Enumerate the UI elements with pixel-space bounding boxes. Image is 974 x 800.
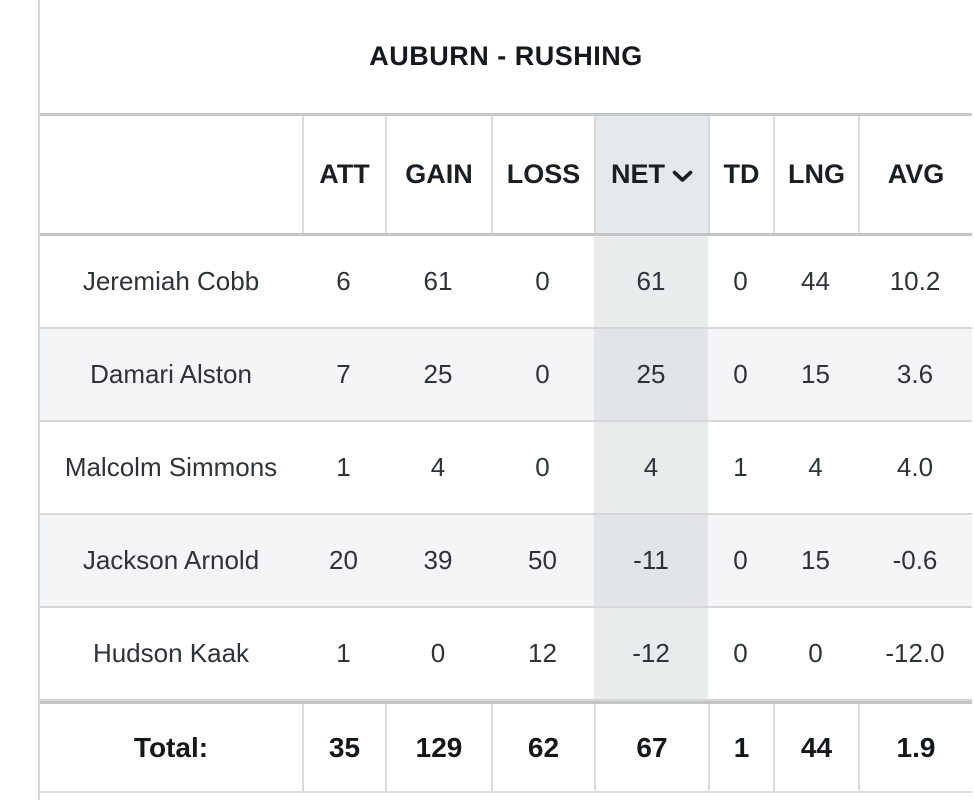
avg-value: 10.2 bbox=[889, 266, 941, 296]
total-lng: 44 bbox=[773, 704, 858, 791]
total-avg: 1.9 bbox=[858, 704, 972, 791]
net-value: 61 bbox=[594, 236, 708, 327]
gain-value: 4 bbox=[430, 452, 446, 482]
net-value: 4 bbox=[594, 422, 708, 513]
td-value: 0 bbox=[733, 638, 748, 668]
net-column-label: NET bbox=[611, 159, 665, 189]
total-loss: 62 bbox=[491, 704, 594, 791]
title-bar: AUBURN - RUSHING bbox=[40, 0, 972, 113]
player-name: Jeremiah Cobb bbox=[82, 266, 260, 296]
total-label: Total: bbox=[133, 731, 209, 763]
table-row: Jackson Arnold 20 39 50 -11 0 15 -0.6 bbox=[40, 515, 972, 608]
player-name: Damari Alston bbox=[90, 359, 252, 389]
column-header-loss[interactable]: LOSS bbox=[491, 116, 594, 233]
gain-value: 25 bbox=[423, 359, 453, 389]
column-header-att[interactable]: ATT bbox=[302, 116, 385, 233]
net-value: -12 bbox=[594, 608, 708, 699]
avg-value: -12.0 bbox=[885, 638, 945, 668]
att-value: 1 bbox=[336, 452, 351, 482]
net-value: -11 bbox=[594, 515, 708, 606]
column-header-td[interactable]: TD bbox=[708, 116, 773, 233]
table-header-row: ATT GAIN LOSS NET TD LNG AVG bbox=[40, 113, 972, 236]
rushing-stats-panel: AUBURN - RUSHING ATT GAIN LOSS NET TD LN… bbox=[38, 0, 972, 800]
net-value: 25 bbox=[594, 329, 708, 420]
table-row: Malcolm Simmons 1 4 0 4 1 4 4.0 bbox=[40, 422, 972, 515]
lng-value: 44 bbox=[801, 266, 830, 296]
td-value: 0 bbox=[733, 359, 748, 389]
gain-value: 61 bbox=[423, 266, 453, 296]
column-header-avg[interactable]: AVG bbox=[858, 116, 972, 233]
player-name: Hudson Kaak bbox=[92, 638, 250, 668]
lng-value: 4 bbox=[808, 452, 823, 482]
td-value: 0 bbox=[733, 545, 748, 575]
loss-value: 12 bbox=[528, 638, 557, 668]
loss-value: 0 bbox=[535, 266, 550, 296]
page-title: AUBURN - RUSHING bbox=[369, 41, 643, 71]
loss-value: 50 bbox=[528, 545, 557, 575]
td-value: 0 bbox=[733, 266, 748, 296]
gain-value: 0 bbox=[430, 638, 446, 668]
column-header-player bbox=[40, 116, 302, 233]
column-header-lng[interactable]: LNG bbox=[773, 116, 858, 233]
lng-value: 15 bbox=[801, 359, 830, 389]
column-header-net[interactable]: NET bbox=[594, 116, 708, 233]
total-net: 67 bbox=[594, 704, 708, 791]
td-value: 1 bbox=[733, 452, 748, 482]
player-name: Jackson Arnold bbox=[82, 545, 260, 575]
table-row: Hudson Kaak 1 0 12 -12 0 0 -12.0 bbox=[40, 608, 972, 701]
att-value: 7 bbox=[336, 359, 351, 389]
avg-value: 4.0 bbox=[896, 452, 934, 482]
column-header-gain[interactable]: GAIN bbox=[385, 116, 491, 233]
loss-value: 0 bbox=[535, 452, 550, 482]
table-row: Damari Alston 7 25 0 25 0 15 3.6 bbox=[40, 329, 972, 422]
att-value: 6 bbox=[336, 266, 351, 296]
lng-value: 0 bbox=[808, 638, 823, 668]
chevron-down-icon bbox=[672, 170, 693, 183]
lng-value: 15 bbox=[801, 545, 830, 575]
avg-value: -0.6 bbox=[892, 545, 938, 575]
player-name: Malcolm Simmons bbox=[64, 452, 278, 482]
table-total-row: Total: 35 129 62 67 1 44 1.9 bbox=[40, 701, 972, 793]
avg-value: 3.6 bbox=[896, 359, 934, 389]
gain-value: 39 bbox=[423, 545, 453, 575]
att-value: 1 bbox=[336, 638, 351, 668]
total-gain: 129 bbox=[385, 704, 491, 791]
table-row: Jeremiah Cobb 6 61 0 61 0 44 10.2 bbox=[40, 236, 972, 329]
loss-value: 0 bbox=[535, 359, 550, 389]
total-att: 35 bbox=[302, 704, 385, 791]
att-value: 20 bbox=[329, 545, 358, 575]
total-td: 1 bbox=[708, 704, 773, 791]
